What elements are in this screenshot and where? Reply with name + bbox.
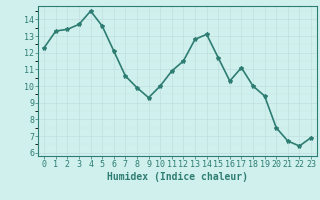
X-axis label: Humidex (Indice chaleur): Humidex (Indice chaleur) <box>107 172 248 182</box>
